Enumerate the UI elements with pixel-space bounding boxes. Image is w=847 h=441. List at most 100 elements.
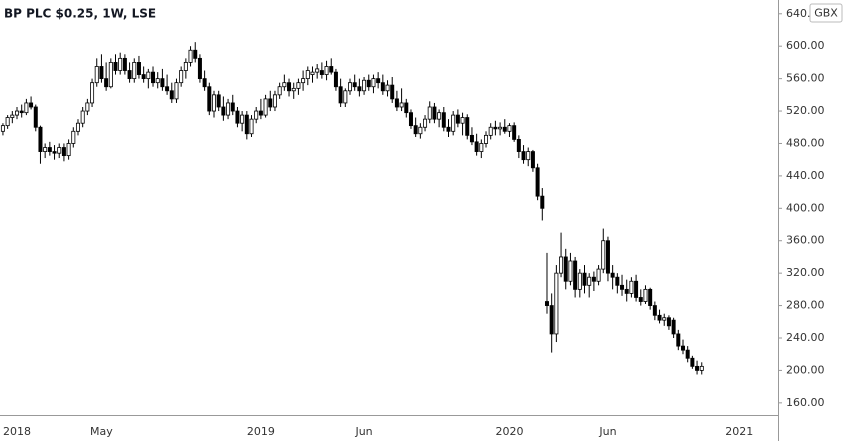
candle-body [155, 78, 160, 84]
candle-body [333, 71, 338, 88]
candle-body [554, 272, 559, 335]
candle-body [699, 365, 704, 371]
candle-body [305, 70, 310, 80]
y-tick-label: 320.00 [786, 266, 825, 279]
candle-body [568, 260, 573, 282]
candle-body [516, 139, 521, 152]
candle-body [165, 86, 170, 92]
candle-body [343, 90, 348, 104]
candle-body [408, 112, 413, 127]
candle-body [385, 84, 390, 92]
candle-body [596, 268, 601, 282]
candle-body [174, 82, 179, 100]
candle-body [52, 151, 57, 154]
candle-body [662, 317, 667, 321]
candle-body [455, 114, 460, 124]
candle-body [244, 114, 249, 135]
candle-body [348, 82, 353, 92]
candle-body [183, 62, 188, 71]
candle-body [226, 102, 231, 116]
candle-body [75, 122, 80, 132]
candle-body [680, 345, 685, 351]
candle-body [258, 110, 263, 116]
y-tick-label: 160.00 [786, 396, 825, 409]
candle-body [240, 114, 245, 124]
candle-body [601, 240, 606, 270]
candle-body [544, 301, 549, 306]
candle-body [488, 126, 493, 136]
candle-body [254, 110, 259, 120]
candle-body [418, 126, 423, 135]
candle-body [315, 68, 320, 73]
candle-body [179, 70, 184, 84]
candle-body [530, 151, 535, 169]
candle-body [582, 272, 587, 286]
candle-body [399, 102, 404, 108]
x-tick-label: 2019 [247, 425, 275, 438]
candle-body [136, 62, 141, 75]
candle-body [610, 272, 615, 278]
candle-body [587, 276, 592, 286]
y-tick-label: 560.00 [786, 72, 825, 85]
chart-title: BP PLC $0.25, 1W, LSE [4, 7, 156, 21]
candle-body [282, 82, 287, 88]
y-tick-label: 280.00 [786, 299, 825, 312]
candle-body [380, 82, 385, 92]
candle-body [634, 280, 639, 298]
candle-body [460, 117, 465, 124]
unit-badge [809, 3, 843, 23]
candle-body [451, 114, 456, 132]
candle-body [690, 357, 695, 367]
x-tick-label: 2020 [495, 425, 523, 438]
candle-body [507, 125, 512, 132]
y-tick-label: 520.00 [786, 104, 825, 117]
candle-body [122, 57, 127, 71]
candle-body [104, 78, 109, 88]
candle-body [324, 66, 329, 75]
candle-body [352, 82, 357, 88]
candle-body [169, 90, 174, 100]
candle-body [301, 78, 306, 84]
candle-body [296, 82, 301, 89]
y-tick-label: 240.00 [786, 331, 825, 344]
candle-body [193, 49, 198, 59]
candle-body [563, 256, 568, 282]
candle-body [338, 86, 343, 104]
candle-body [357, 86, 362, 92]
candle-body [160, 78, 165, 88]
candle-body [366, 79, 371, 88]
candle-body [263, 98, 268, 116]
candle-body [423, 118, 428, 128]
candle-body [394, 98, 399, 108]
candle-body [652, 305, 657, 316]
candle-body [474, 141, 479, 152]
candle-body [188, 49, 193, 63]
candle-body [19, 110, 24, 114]
candle-body [277, 86, 282, 96]
candle-body [108, 62, 113, 88]
candle-body [57, 147, 62, 154]
candle-body [685, 349, 690, 359]
x-tick-label: May [90, 425, 113, 438]
candle-body [573, 260, 578, 290]
candle-body [695, 365, 700, 371]
candle-body [202, 78, 207, 88]
candle-body [235, 110, 240, 124]
candle-body [676, 333, 681, 347]
candle-body [559, 256, 564, 274]
candle-body [493, 126, 498, 130]
x-tick-label: 2018 [3, 425, 31, 438]
y-tick-label: 360.00 [786, 234, 825, 247]
candle-body [61, 147, 66, 157]
candle-body [127, 70, 132, 80]
x-tick-label: 2021 [725, 425, 753, 438]
candle-body [605, 240, 610, 274]
candle-body [484, 134, 489, 144]
candle-body [216, 94, 221, 108]
candle-body [146, 71, 151, 80]
candle-body [549, 305, 554, 335]
candle-body [577, 272, 582, 290]
candle-body [502, 126, 507, 132]
